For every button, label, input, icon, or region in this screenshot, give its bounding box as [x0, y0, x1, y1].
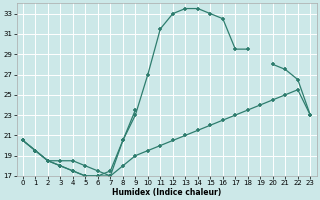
X-axis label: Humidex (Indice chaleur): Humidex (Indice chaleur): [112, 188, 221, 197]
